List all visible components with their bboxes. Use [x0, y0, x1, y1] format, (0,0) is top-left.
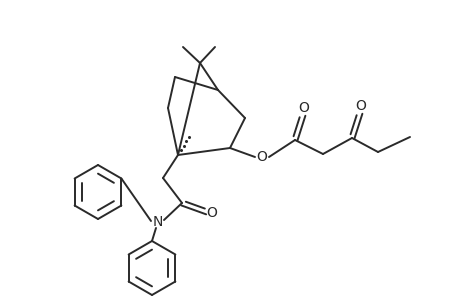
- Text: N: N: [152, 215, 163, 229]
- Text: O: O: [206, 206, 217, 220]
- Text: O: O: [256, 150, 267, 164]
- Text: O: O: [298, 101, 309, 115]
- Text: O: O: [355, 99, 366, 113]
